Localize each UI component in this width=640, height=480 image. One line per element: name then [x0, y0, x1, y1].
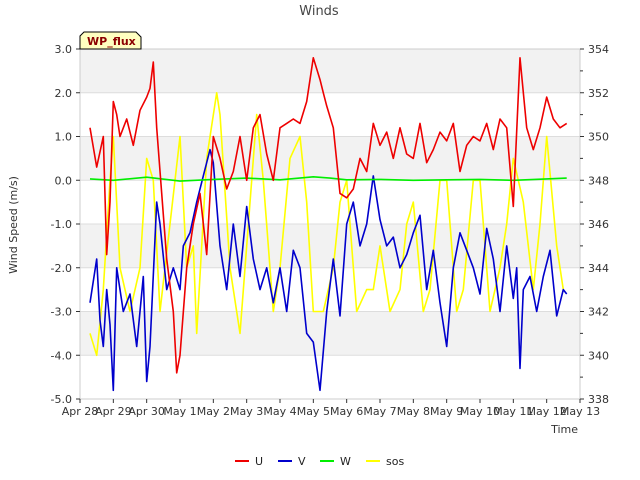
y-tick-label: -1.0: [51, 218, 72, 231]
x-tick-label: May 1: [163, 405, 196, 418]
y2-axis-ticks: 354 352 350 348 346 344 342 340 338: [580, 43, 609, 406]
y-tick-label: 1.0: [55, 131, 73, 144]
x-axis-label: Time: [550, 423, 578, 436]
flux-badge: WP_flux: [79, 31, 142, 50]
y2-tick-label: 354: [588, 43, 609, 56]
x-tick-label: May 12: [527, 405, 567, 418]
x-tick-label: Apr 28: [62, 405, 99, 418]
plot-band: [80, 311, 580, 356]
series-line-sos: [89, 92, 565, 357]
series-layer: [89, 56, 568, 392]
x-tick-label: May 6: [330, 405, 363, 418]
x-tick-label: May 2: [197, 405, 230, 418]
badge-shape: [79, 31, 142, 50]
plot-band: [80, 136, 580, 181]
y2-tick-label: 348: [588, 174, 609, 187]
legend-label-u: U: [255, 455, 263, 468]
badge-label: WP_flux: [87, 35, 136, 48]
x-tick-label: May 10: [460, 405, 500, 418]
legend-label-sos: sos: [386, 455, 404, 468]
x-tick-label: May 7: [363, 405, 396, 418]
plot-band: [80, 49, 580, 93]
y-tick-label: -2.0: [51, 262, 72, 275]
y2-tick-label: 342: [588, 306, 609, 319]
y-tick-label: 0.0: [55, 174, 73, 187]
legend-label-v: V: [298, 455, 306, 468]
x-tick-label: May 9: [430, 405, 463, 418]
x-tick-label: May 4: [263, 405, 296, 418]
x-tick-label: May 8: [397, 405, 430, 418]
x-tick-label: May 3: [230, 405, 263, 418]
y-tick-label: -3.0: [51, 306, 72, 319]
x-tick-label: May 13: [560, 405, 600, 418]
y-axis-ticks: 3.0 2.0 1.0 0.0 -1.0 -2.0 -3.0 -4.0 -5.0: [51, 43, 80, 406]
y2-tick-label: 340: [588, 349, 609, 362]
y-tick-label: -4.0: [51, 349, 72, 362]
series-line-v: [89, 148, 568, 392]
y2-tick-label: 350: [588, 131, 609, 144]
x-tick-label: May 11: [493, 405, 533, 418]
y-tick-label: -5.0: [51, 393, 72, 406]
legend-label-w: W: [340, 455, 351, 468]
x-tick-label: Apr 30: [128, 405, 165, 418]
y2-tick-label: 344: [588, 262, 609, 275]
chart-title: Winds: [299, 4, 339, 19]
y-tick-label: 2.0: [55, 87, 73, 100]
y2-tick-label: 352: [588, 87, 609, 100]
y2-tick-label: 338: [588, 393, 609, 406]
y2-tick-label: 346: [588, 218, 609, 231]
x-tick-label: May 5: [297, 405, 330, 418]
x-tick-label: Apr 29: [95, 405, 132, 418]
series-line-u: [89, 56, 568, 374]
series-line-w: [89, 176, 567, 182]
plot-bands: [80, 49, 580, 356]
y-tick-label: 3.0: [55, 43, 73, 56]
y-axis-label: Wind Speed (m/s): [7, 176, 20, 274]
